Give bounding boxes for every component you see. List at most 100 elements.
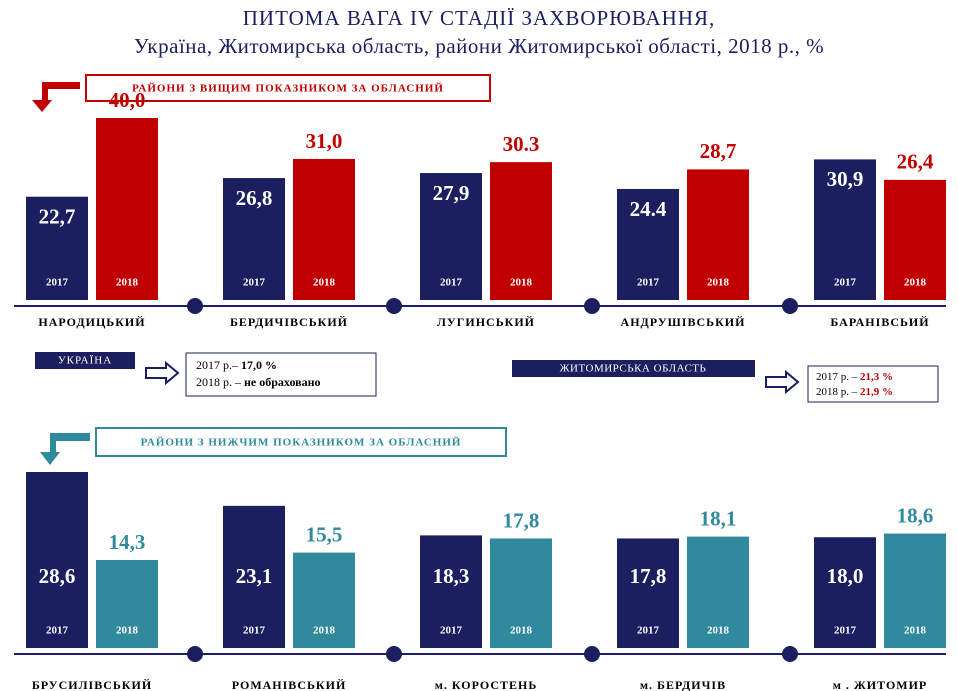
value-label: 31,0 xyxy=(306,129,343,153)
info-prefix: 2017 р. – xyxy=(816,371,860,383)
value-label: 30,9 xyxy=(827,167,864,191)
banner xyxy=(95,427,507,457)
divider-dot xyxy=(782,646,798,662)
bar xyxy=(884,179,946,300)
value-label: 28,7 xyxy=(700,139,737,163)
bar-year: 2017 xyxy=(637,625,660,637)
info-line: 2017 р.– 17,0 % xyxy=(196,358,277,372)
bar xyxy=(884,533,946,648)
bar xyxy=(617,538,679,648)
info-line: 2018 р. – не обраховано xyxy=(196,375,321,389)
value-label: 28,6 xyxy=(39,564,76,588)
info-value: 21,9 % xyxy=(860,386,893,398)
label: ЖИТОМИРСЬКА ОБЛАСТЬ xyxy=(560,363,707,375)
arrow xyxy=(765,369,800,395)
category-label: РОМАНІВСЬКИЙ xyxy=(232,678,347,691)
bar-year: 2017 xyxy=(46,277,69,289)
value-label: 22,7 xyxy=(39,205,76,229)
bar-year: 2018 xyxy=(313,625,336,637)
info-prefix: 2018 р. – xyxy=(196,375,244,389)
bar xyxy=(490,538,552,648)
title: ПИТОМА ВАГА IV СТАДІЇ ЗАХВОРЮВАННЯ, xyxy=(243,6,716,30)
bar-year: 2017 xyxy=(243,277,266,289)
banner-title: РАЙОНИ З НИЖЧИМ ПОКАЗНИКОМ ЗА ОБЛАСНИЙ xyxy=(141,437,462,449)
value-label: 17,8 xyxy=(503,508,540,532)
category-label: м. БЕРДИЧІВ xyxy=(640,678,726,691)
value-label: 18,6 xyxy=(897,503,934,527)
bar-year: 2018 xyxy=(510,625,533,637)
value-label: 17,8 xyxy=(630,564,667,588)
bar xyxy=(814,159,876,300)
value-label: 23,1 xyxy=(236,564,273,588)
bar-year: 2018 xyxy=(116,277,139,289)
category-label: БРУСИЛІВСЬКИЙ xyxy=(32,678,152,691)
bar xyxy=(420,535,482,648)
bar xyxy=(96,560,158,648)
info-value: не обраховано xyxy=(244,375,321,389)
label-box xyxy=(512,360,755,377)
info-line: 2018 р. – 21,9 % xyxy=(816,386,893,398)
value-label: 18,1 xyxy=(700,506,737,530)
category-label: БЕРДИЧІВСЬКИЙ xyxy=(230,315,348,329)
bar xyxy=(687,169,749,300)
category-label: ЛУГИНСЬКИЙ xyxy=(437,315,535,329)
label: УКРАЇНА xyxy=(58,355,112,367)
bar-year: 2018 xyxy=(116,625,139,637)
info-box xyxy=(807,365,939,403)
bar-year: 2017 xyxy=(46,625,69,637)
bar xyxy=(814,537,876,648)
bar xyxy=(223,505,285,648)
bar xyxy=(617,188,679,300)
value-label: 14,3 xyxy=(109,530,146,554)
category-label: АНДРУШІВСЬКИЙ xyxy=(621,315,746,329)
value-label: 18,3 xyxy=(433,564,470,588)
value-label: 26,8 xyxy=(236,186,273,210)
divider-dot xyxy=(584,298,600,314)
bar-year: 2017 xyxy=(440,625,463,637)
bar-year: 2018 xyxy=(707,277,730,289)
bar-year: 2018 xyxy=(904,625,927,637)
category-label: БАРАНІВСЬИЙ xyxy=(830,315,929,329)
bar xyxy=(687,536,749,648)
bar xyxy=(96,118,158,300)
value-label: 18,0 xyxy=(827,564,864,588)
category-label: НАРОДИЦЬКИЙ xyxy=(38,315,145,329)
divider-dot xyxy=(584,646,600,662)
bar xyxy=(490,162,552,300)
banner-arrow xyxy=(40,433,90,465)
category-label: м. КОРОСТЕНЬ xyxy=(435,678,538,691)
bar xyxy=(223,178,285,300)
divider-dot xyxy=(386,646,402,662)
bar xyxy=(420,173,482,300)
banner-arrow xyxy=(32,82,80,112)
category-label: м . ЖИТОМИР xyxy=(833,678,928,691)
value-label: 26,4 xyxy=(897,150,934,174)
info-line: 2017 р. – 21,3 % xyxy=(816,371,893,383)
banner xyxy=(85,74,491,102)
bar-year: 2018 xyxy=(510,277,533,289)
divider-dot xyxy=(187,298,203,314)
info-box xyxy=(185,352,377,397)
value-label: 40,0 xyxy=(109,88,146,112)
value-label: 30.3 xyxy=(503,132,540,156)
info-value: 17,0 % xyxy=(241,358,277,372)
info-value: 21,3 % xyxy=(860,371,893,383)
bar-year: 2018 xyxy=(707,625,730,637)
divider-dot xyxy=(782,298,798,314)
label-box xyxy=(35,352,135,369)
arrow xyxy=(145,360,180,386)
subtitle: Україна, Житомирська область, райони Жит… xyxy=(134,34,824,58)
divider-dot xyxy=(187,646,203,662)
info-prefix: 2018 р. – xyxy=(816,386,860,398)
bar xyxy=(293,552,355,648)
bar-year: 2017 xyxy=(243,625,266,637)
info-prefix: 2017 р.– xyxy=(196,358,241,372)
bar xyxy=(26,472,88,648)
bar xyxy=(293,158,355,300)
value-label: 27,9 xyxy=(433,181,470,205)
bar-year: 2017 xyxy=(440,277,463,289)
bar-year: 2017 xyxy=(637,277,660,289)
value-label: 15,5 xyxy=(306,522,343,546)
bar-year: 2017 xyxy=(834,277,857,289)
